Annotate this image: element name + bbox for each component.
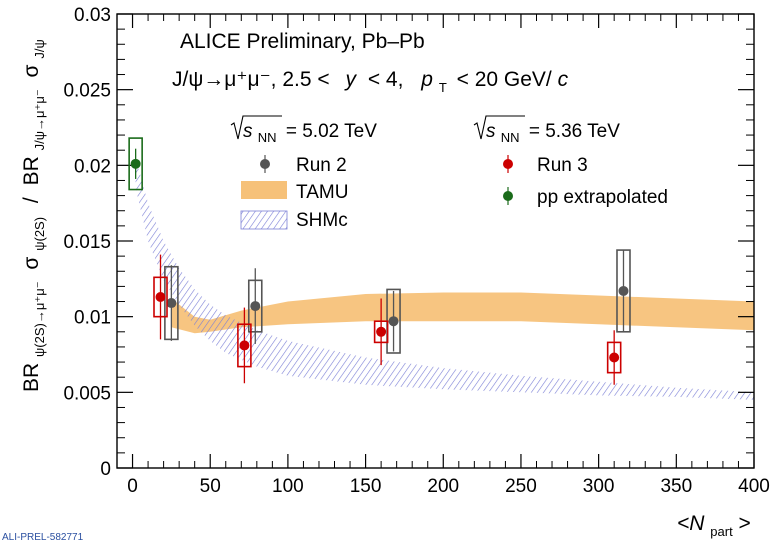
header-pt-cut: < 20 GeV/ (457, 68, 552, 91)
legend: Run 2 TAMU SHMc Run 3 pp extrapolated (240, 155, 668, 231)
y-num-br-sub: ψ(2S)→μ⁺μ⁻ (32, 281, 47, 357)
legend-item-tamu: TAMU (241, 181, 348, 203)
y-den-br-sub: J/ψ→μ⁺μ⁻ (32, 89, 47, 150)
energy-left: s NN = 5.02 TeV (230, 115, 377, 147)
x-tick-label: 150 (350, 476, 382, 497)
pp-extrapolated-syst-box (128, 137, 143, 191)
x-tick-label: 50 (200, 476, 221, 497)
run-2-data-point (166, 298, 177, 309)
x-axis-sub: part (710, 524, 733, 539)
y-ticks: 0 0.005 0.01 0.015 0.02 0.025 0.03 (63, 5, 754, 480)
y-tick-label: 0 (100, 459, 111, 480)
pp-extrapolated-data-point (130, 158, 141, 169)
svg-text:s NN = 5.36 TeV: s NN = 5.36 TeV (486, 121, 620, 147)
y-den-br: BR (20, 156, 43, 185)
energy-right-sub: NN (501, 130, 520, 145)
header-pt-var: p (420, 68, 433, 91)
band-tamu (171, 292, 754, 334)
y-tick-label: 0.03 (74, 5, 111, 26)
energy-left-s: s (243, 121, 253, 142)
energy-left-value: = 5.02 TeV (286, 121, 377, 142)
y-tick-label: 0.02 (74, 156, 111, 177)
sqrt-sign-icon (473, 115, 525, 140)
x-tick-label: 350 (660, 476, 692, 497)
legend-run3-label: Run 3 (537, 155, 588, 176)
legend-pp-marker (503, 191, 513, 201)
header-pt-sub: T (439, 80, 447, 95)
y-num-sigma-sub: ψ(2S) (32, 217, 47, 251)
run-2-data-point (388, 316, 399, 327)
legend-run3-marker (503, 159, 513, 169)
legend-pp-label: pp extrapolated (537, 187, 668, 208)
y-num-sigma: σ (20, 257, 43, 270)
y-tick-label: 0.005 (63, 383, 111, 404)
header-pt-unit: c (558, 68, 569, 91)
x-tick-label: 400 (738, 476, 770, 497)
legend-shmc-label: SHMc (296, 210, 348, 231)
sqrt-sign-icon (230, 115, 282, 140)
x-ticks: 0 50 100 150 200 250 300 350 400 (116, 14, 770, 497)
legend-item-shmc: SHMc (240, 210, 348, 231)
preliminary-figure-id: ALI-PREL-582771 (2, 532, 84, 543)
header-y-upper: < 4, (368, 68, 404, 91)
y-tick-label: 0.015 (63, 232, 111, 253)
legend-shmc-swatch (240, 210, 288, 230)
x-tick-label: 0 (127, 476, 138, 497)
y-tick-label: 0.01 (74, 308, 111, 329)
header-line-2: J/ψ→μ⁺μ⁻, 2.5 < y < 4, p T < 20 GeV/ c (172, 68, 569, 97)
energy-right: s NN = 5.36 TeV (473, 115, 620, 147)
legend-item-pp: pp extrapolated (503, 187, 668, 208)
header-y-var: y (343, 68, 357, 91)
bands-layer (135, 157, 755, 400)
legend-item-run3: Run 3 (503, 155, 588, 176)
x-axis-close: > (739, 512, 751, 535)
run-2-data-point (618, 285, 629, 296)
energy-right-s: s (486, 121, 496, 142)
run-3-data-point (376, 326, 387, 337)
points-layer (128, 137, 631, 385)
run-3-data-point (239, 340, 250, 351)
x-tick-label: 200 (427, 476, 459, 497)
y-num-br: BR (20, 363, 43, 392)
x-tick-label: 100 (272, 476, 304, 497)
energy-right-value: = 5.36 TeV (529, 121, 620, 142)
legend-tamu-swatch (241, 181, 287, 199)
run-3-data-point (155, 291, 166, 302)
run-3-data-point (609, 352, 620, 363)
y-axis-title: BR ψ(2S)→μ⁺μ⁻ σ ψ(2S) / BR J/ψ→μ⁺μ⁻ σ J/… (20, 39, 49, 392)
x-axis-var: <N (677, 512, 705, 535)
legend-run2-marker (260, 159, 270, 169)
legend-tamu-label: TAMU (296, 182, 348, 203)
run-2-data-point (250, 301, 261, 312)
y-den-sigma-sub: J/ψ (32, 39, 47, 58)
y-slash: / (20, 197, 43, 203)
header-line-1: ALICE Preliminary, Pb–Pb (180, 30, 425, 53)
y-tick-label: 0.025 (63, 81, 111, 102)
x-tick-label: 300 (583, 476, 615, 497)
x-axis-title: <N part > (677, 512, 751, 541)
y-den-sigma: σ (20, 64, 43, 77)
legend-item-run2: Run 2 (260, 155, 347, 176)
header-decay: J/ψ→μ⁺μ⁻, 2.5 < (172, 68, 330, 91)
energy-left-sub: NN (258, 130, 277, 145)
legend-run2-label: Run 2 (296, 155, 347, 176)
x-tick-label: 250 (505, 476, 537, 497)
svg-text:s NN = 5.02 TeV: s NN = 5.02 TeV (243, 121, 377, 147)
